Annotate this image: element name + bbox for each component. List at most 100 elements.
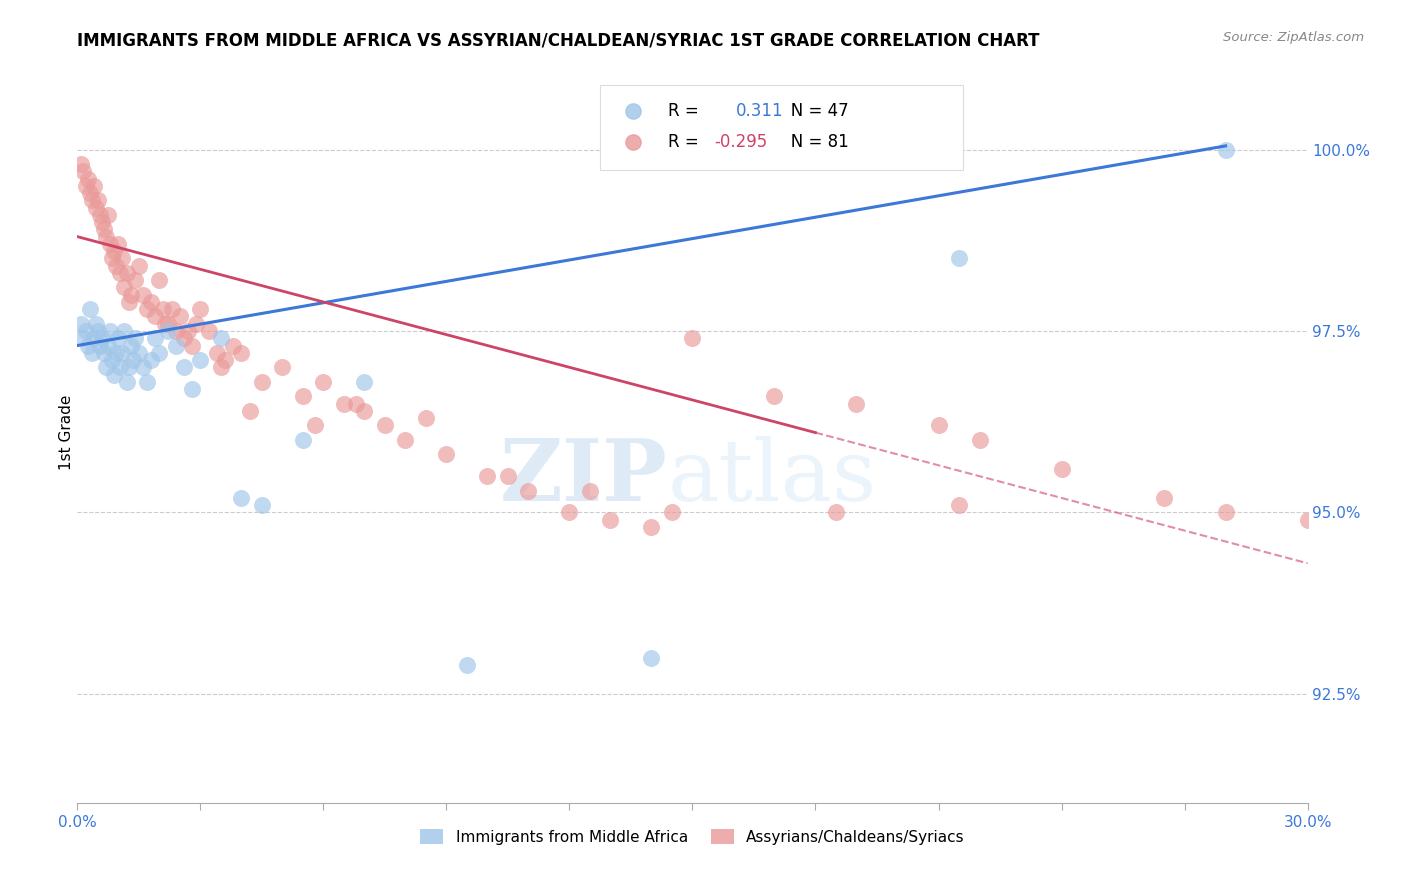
Point (120, 287, 142, 301)
Point (436, 447, 458, 461)
Point (94, 229, 117, 244)
Point (456, 657, 478, 672)
Point (110, 266, 132, 280)
Point (101, 353, 124, 368)
Point (98, 236, 121, 251)
Point (107, 236, 129, 251)
Point (188, 302, 212, 317)
Text: Source: ZipAtlas.com: Source: ZipAtlas.com (1223, 31, 1364, 45)
Point (188, 353, 212, 368)
Point (115, 375, 138, 389)
Point (517, 483, 540, 498)
Point (132, 287, 155, 301)
Point (928, 418, 950, 433)
Point (111, 345, 134, 359)
Text: R =: R = (668, 133, 704, 151)
Text: R =: R = (668, 102, 714, 120)
Point (136, 302, 159, 317)
Point (98, 324, 121, 338)
Point (231, 345, 253, 359)
Point (304, 418, 326, 433)
Text: N = 47: N = 47 (775, 102, 848, 120)
Point (558, 506, 581, 520)
Point (117, 295, 139, 310)
Point (80, 194, 103, 208)
Point (222, 338, 245, 352)
Point (156, 324, 179, 338)
Point (763, 389, 786, 403)
Point (70, 317, 93, 331)
Point (173, 360, 195, 375)
Point (948, 252, 970, 266)
Point (1153, 491, 1175, 505)
Point (271, 360, 294, 375)
Point (103, 244, 125, 259)
Point (84, 201, 107, 215)
Point (214, 353, 236, 368)
Point (114, 324, 136, 338)
Point (124, 273, 146, 287)
Point (948, 498, 970, 512)
Point (197, 324, 219, 338)
Point (107, 331, 129, 345)
Point (250, 498, 273, 512)
Point (79, 186, 101, 200)
Y-axis label: 1st Grade: 1st Grade (59, 395, 73, 470)
FancyBboxPatch shape (600, 85, 963, 169)
Legend: Immigrants from Middle Africa, Assyrians/Chaldeans/Syriacs: Immigrants from Middle Africa, Assyrians… (415, 822, 970, 851)
Point (97, 338, 120, 352)
Point (87, 194, 110, 208)
Point (87, 324, 110, 338)
Point (97, 208, 120, 222)
Point (76, 338, 98, 352)
Point (93, 345, 115, 359)
Point (128, 345, 150, 359)
Point (250, 375, 273, 389)
Point (205, 345, 228, 359)
Point (1050, 462, 1073, 476)
Point (394, 433, 416, 447)
Point (83, 178, 105, 193)
Point (231, 491, 253, 505)
Point (1296, 513, 1319, 527)
Point (579, 483, 602, 498)
Point (165, 338, 187, 352)
Point (165, 324, 187, 338)
Text: ZIP: ZIP (501, 435, 668, 519)
Point (353, 404, 375, 418)
Point (105, 259, 128, 273)
Point (117, 360, 139, 375)
Point (94, 360, 117, 375)
Point (101, 252, 124, 266)
Point (121, 353, 143, 368)
Point (111, 252, 134, 266)
Point (103, 368, 125, 382)
Point (120, 338, 142, 352)
Point (477, 469, 499, 483)
Point (72, 331, 94, 345)
Point (661, 506, 683, 520)
Point (415, 411, 437, 425)
Point (152, 302, 174, 317)
Point (89, 338, 111, 352)
Point (83, 331, 105, 345)
Point (75, 178, 97, 193)
Text: 0.311: 0.311 (735, 102, 783, 120)
Point (209, 331, 232, 345)
Point (93, 222, 115, 236)
Point (186, 317, 208, 331)
Point (84, 317, 107, 331)
Point (132, 360, 155, 375)
Point (141, 295, 163, 310)
Point (143, 331, 166, 345)
Point (291, 389, 314, 403)
Point (209, 360, 232, 375)
Point (599, 513, 621, 527)
Point (79, 302, 101, 317)
Point (136, 375, 159, 389)
Point (148, 345, 170, 359)
Point (496, 469, 519, 483)
Point (90, 331, 114, 345)
Point (70, 157, 93, 171)
Point (169, 310, 191, 324)
